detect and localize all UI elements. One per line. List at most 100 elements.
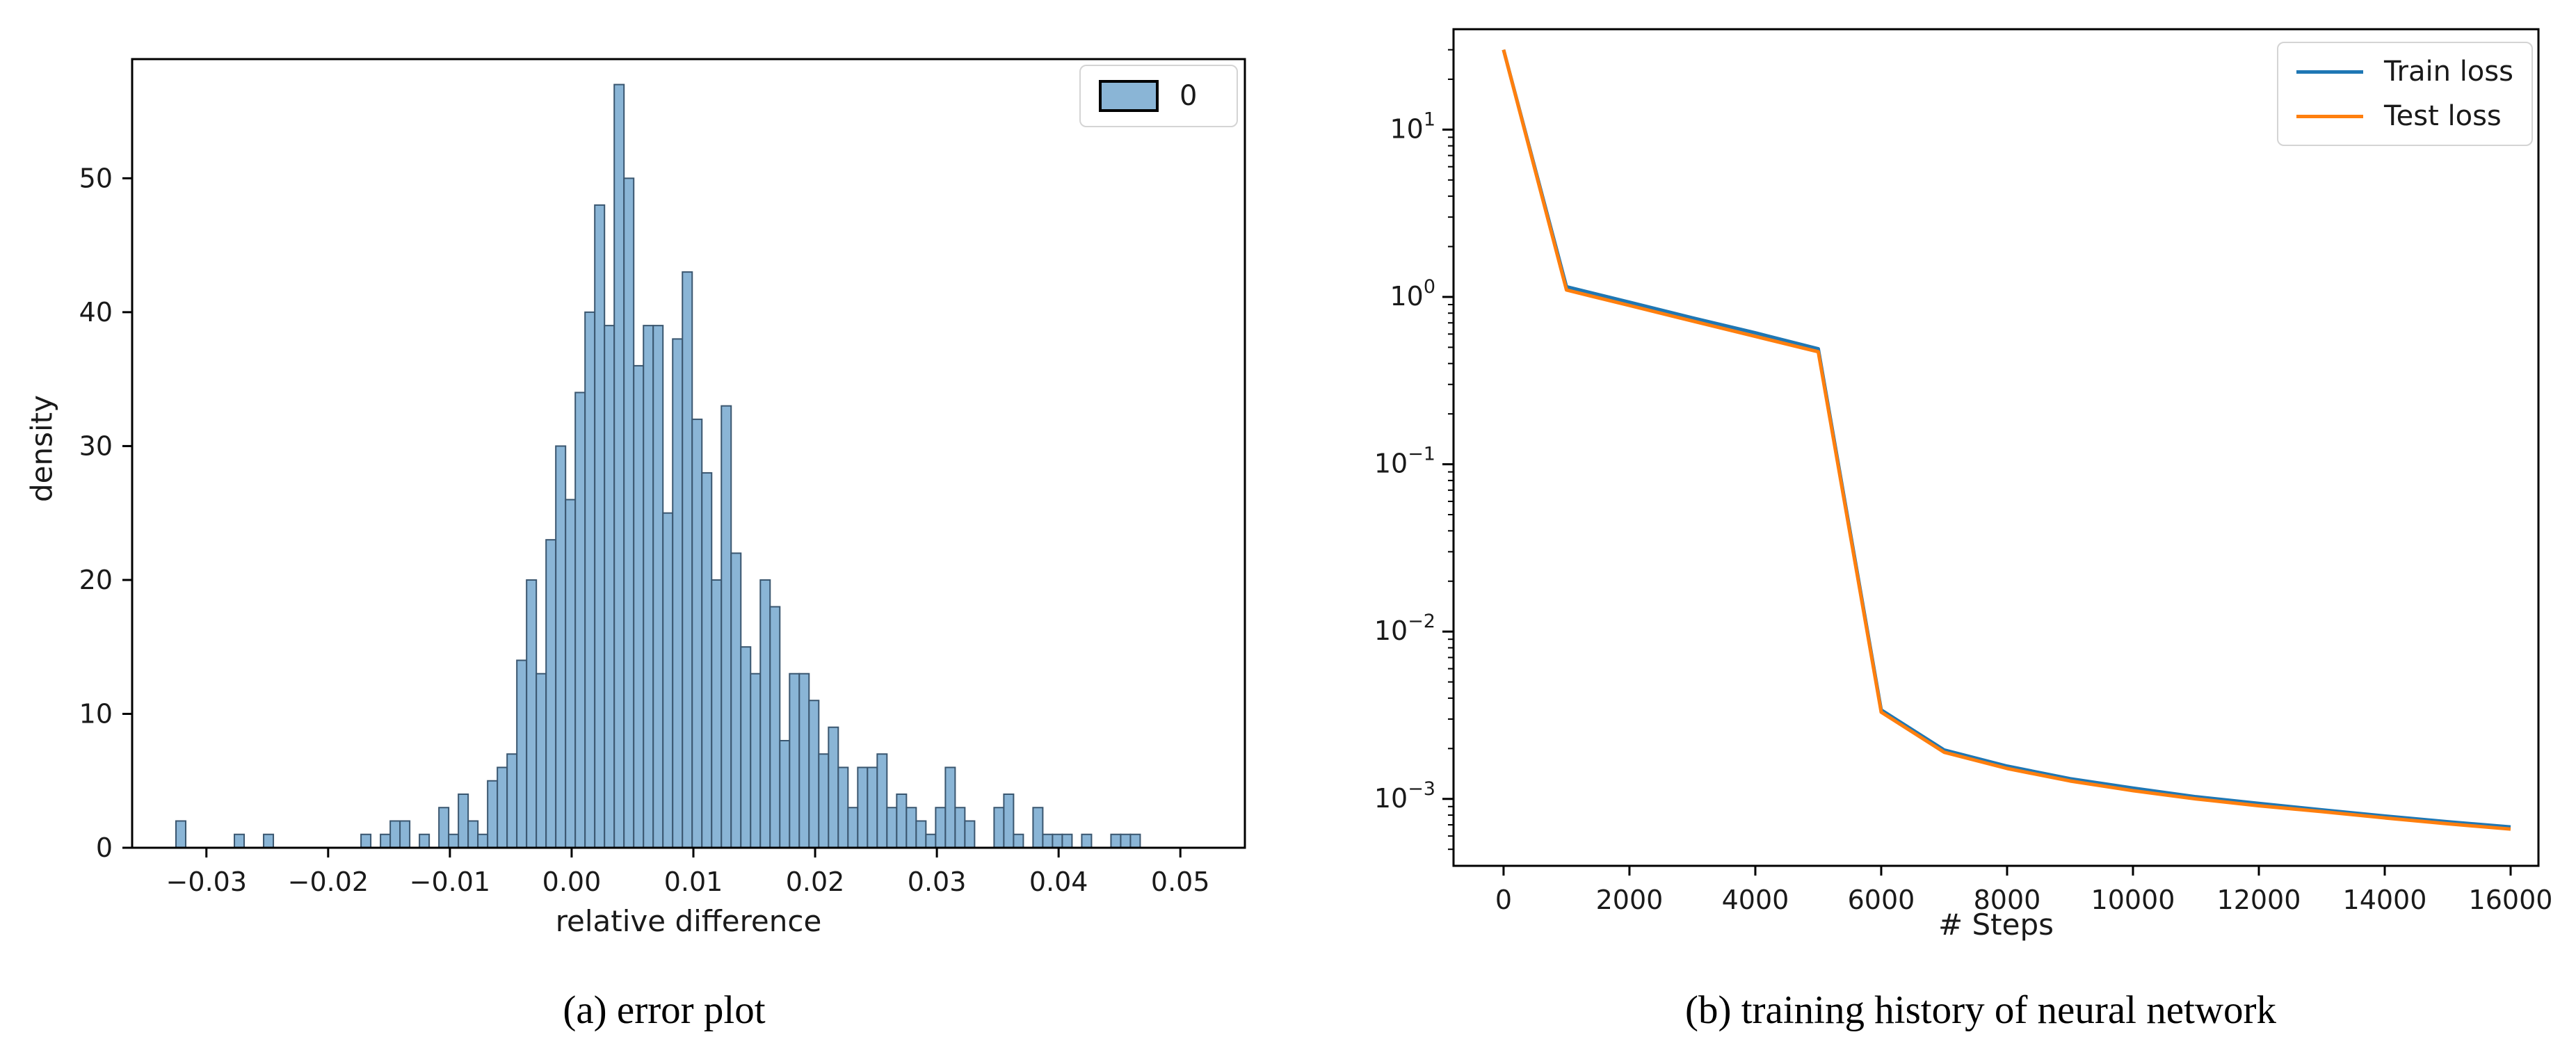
- histogram-bar: [808, 700, 820, 848]
- caption-a: (a) error plot: [563, 988, 766, 1032]
- histogram-bar: [759, 579, 771, 848]
- histogram-bar: [604, 325, 615, 848]
- histogram-bar: [1052, 833, 1063, 848]
- x-tick-label: 0.01: [664, 867, 723, 897]
- histogram-bar: [613, 83, 625, 849]
- histogram-bar: [798, 673, 810, 849]
- histogram-bar: [419, 833, 430, 848]
- x-tick-label: 0: [1495, 885, 1512, 915]
- histogram-bar: [711, 579, 723, 848]
- histogram-bar: [1110, 833, 1122, 848]
- legend-item-test: Test loss: [2296, 100, 2513, 132]
- histogram-bar: [935, 807, 947, 848]
- histogram-bar: [837, 766, 849, 848]
- train-loss-line-icon: [2296, 70, 2363, 74]
- test-loss-line-icon: [2296, 114, 2363, 118]
- histogram-bar: [594, 204, 606, 848]
- x-tick-label: 0.04: [1029, 867, 1088, 897]
- y-tick-label: 20: [79, 565, 113, 595]
- y-tick-label: 101: [1390, 108, 1435, 144]
- histogram-bar: [905, 807, 917, 848]
- histogram-bar: [818, 753, 830, 848]
- histogram-bar: [954, 807, 966, 848]
- histogram-bar: [779, 739, 791, 848]
- y-tick-label: 0: [96, 832, 113, 863]
- histogram-bar: [789, 673, 800, 849]
- histogram-bar: [750, 673, 762, 849]
- histogram-bar: [633, 364, 645, 848]
- histogram-bar: [915, 820, 927, 848]
- legend-label: 0: [1180, 80, 1198, 112]
- histogram-bar: [389, 820, 401, 848]
- y-axis-label-density: density: [24, 395, 59, 502]
- x-tick-label: 8000: [1974, 885, 2041, 915]
- x-tick-label: 0.02: [786, 867, 845, 897]
- histogram-bar: [487, 780, 499, 848]
- y-tick-label: 10−2: [1374, 611, 1435, 646]
- train-loss-line: [1502, 49, 2511, 829]
- histogram-bar: [448, 833, 460, 848]
- histogram-bar: [876, 753, 888, 848]
- histogram-bar: [380, 833, 392, 848]
- histogram-bar: [886, 807, 898, 848]
- histogram-bar: [438, 807, 450, 848]
- histogram-legend-swatch: [1099, 80, 1159, 112]
- histogram-bar: [536, 673, 547, 849]
- legend-label-test: Test loss: [2384, 100, 2502, 132]
- histogram-bar: [1042, 833, 1054, 848]
- histogram-bar: [925, 833, 937, 848]
- histogram-bar: [944, 766, 956, 848]
- caption-b: (b) training history of neural network: [1684, 988, 2277, 1032]
- training-history-plot: 0 2000 4000 6000 8000 10000 12000 14000 16000 101…: [1374, 28, 2553, 915]
- legend-label-train: Train loss: [2384, 56, 2513, 88]
- histogram-bars: [175, 83, 1141, 849]
- histogram-bar: [691, 418, 703, 848]
- histogram-bar: [1129, 833, 1141, 848]
- histogram-bar: [497, 766, 508, 848]
- x-tick-label: 0.00: [542, 867, 602, 897]
- histogram-bar: [682, 271, 693, 848]
- histogram-bar: [1013, 833, 1024, 848]
- histogram-bar: [1081, 833, 1093, 848]
- histogram-bar: [175, 820, 187, 848]
- histogram-bar: [857, 766, 869, 848]
- histogram-bar: [234, 833, 245, 848]
- legend-item-train: Train loss: [2296, 56, 2513, 88]
- x-tick-label: −0.03: [166, 867, 247, 897]
- histogram-bar: [555, 445, 567, 848]
- histogram-bar: [477, 833, 489, 848]
- legend-histogram: 0: [1079, 65, 1238, 127]
- legend-training: Train loss Test loss: [2277, 42, 2533, 146]
- histogram-bar: [1032, 807, 1044, 848]
- x-tick-label: 2000: [1596, 885, 1664, 915]
- histogram-bar: [769, 606, 781, 848]
- y-tick-label: 40: [79, 297, 113, 328]
- histogram-bar: [662, 512, 674, 848]
- histogram-bar: [1061, 833, 1073, 848]
- x-tick-label: 10000: [2091, 885, 2175, 915]
- histogram-bar: [964, 820, 976, 848]
- x-axis-label-relative-difference: relative difference: [555, 904, 822, 938]
- histogram-bar: [399, 820, 411, 848]
- x-tick-label: 16000: [2469, 885, 2553, 915]
- x-tick-label: 0.03: [908, 867, 967, 897]
- histogram-bar: [721, 405, 732, 848]
- x-tick-label: −0.02: [288, 867, 369, 897]
- histogram-bar: [263, 833, 275, 848]
- histogram-bar: [896, 793, 908, 848]
- histogram-bar: [526, 579, 538, 848]
- histogram-bar: [623, 177, 635, 849]
- histogram-bar: [740, 646, 752, 849]
- histogram-bar: [360, 833, 372, 848]
- y-tick-label: 10−3: [1374, 778, 1435, 814]
- x-axis-label-steps: # Steps: [1938, 908, 2054, 942]
- legend-item: 0: [1099, 80, 1218, 112]
- x-tick-label: 14000: [2343, 885, 2427, 915]
- x-tick-label: 0.05: [1151, 867, 1210, 897]
- histogram-bar: [467, 820, 479, 848]
- histogram-bar: [672, 338, 684, 848]
- histogram-bar: [584, 311, 596, 848]
- x-tick-label: 12000: [2217, 885, 2301, 915]
- y-tick-label: 50: [79, 163, 113, 193]
